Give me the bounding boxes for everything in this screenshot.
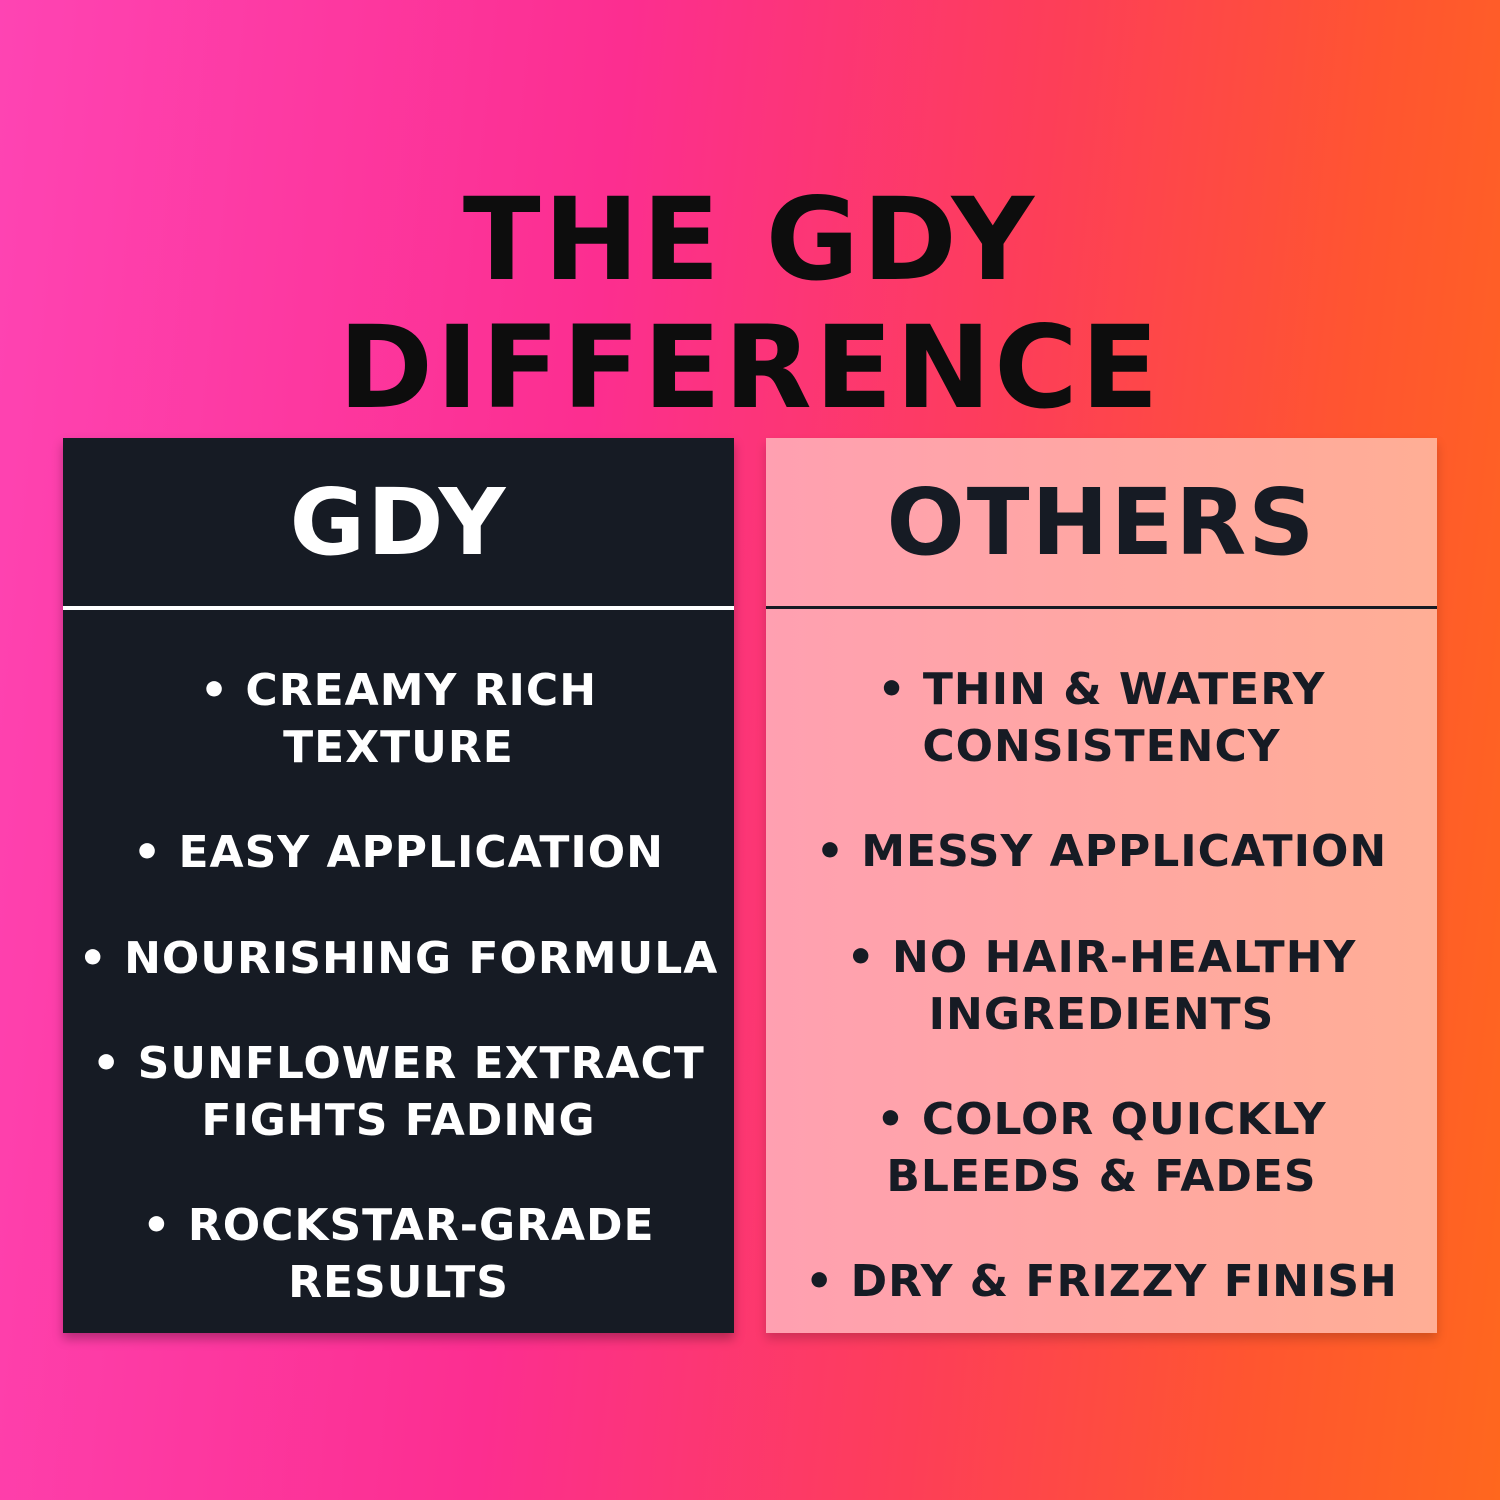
others-feature-list: • THIN & WATERY CONSISTENCY • MESSY APPL… [766,609,1437,1333]
feature-item-text: • THIN & WATERY CONSISTENCY [877,664,1326,773]
others-feature-item: • COLOR QUICKLY BLEEDS & FADES [876,1091,1326,1205]
feature-item-text: • NOURISHING FORMULA [78,932,719,984]
gdy-feature-list: • CREAMY RICH TEXTURE • EASY APPLICATION… [63,610,734,1333]
feature-item-text: • MESSY APPLICATION [815,826,1388,878]
others-card-heading: OTHERS [886,468,1317,576]
others-feature-item: • DRY & FRIZZY FINISH [805,1253,1398,1310]
others-heading-divider [766,606,1437,609]
feature-item-text: • CREAMY RICH TEXTURE [199,665,598,774]
others-feature-item: • THIN & WATERY CONSISTENCY [877,661,1325,775]
gdy-feature-item: • CREAMY RICH TEXTURE [200,662,597,776]
feature-item-text: • COLOR QUICKLY BLEEDS & FADES [876,1093,1327,1203]
feature-item-text: • NO HAIR-HEALTHY INGREDIENTS [846,931,1357,1040]
feature-item-text: • EASY APPLICATION [133,827,664,879]
others-feature-item: • MESSY APPLICATION [816,823,1387,880]
gdy-heading-divider [63,606,734,610]
gdy-feature-item: • SUNFLOWER EXTRACT FIGHTS FADING [92,1035,705,1149]
gdy-card-heading: GDY [289,468,508,576]
feature-item-text: • SUNFLOWER EXTRACT FIGHTS FADING [92,1037,705,1146]
comparison-cards: GDY • CREAMY RICH TEXTURE • EASY APPLICA… [63,438,1437,1333]
gdy-feature-item: • NOURISHING FORMULA [79,930,719,987]
gdy-feature-item: • ROCKSTAR-GRADE RESULTS [142,1197,654,1311]
page-title: THE GDY DIFFERENCE [338,173,1162,435]
others-feature-item: • NO HAIR-HEALTHY INGREDIENTS [847,929,1357,1043]
feature-item-text: • ROCKSTAR-GRADE RESULTS [142,1200,655,1309]
feature-item-text: • DRY & FRIZZY FINISH [805,1256,1398,1308]
others-card: OTHERS • THIN & WATERY CONSISTENCY • MES… [766,438,1437,1333]
gdy-feature-item: • EASY APPLICATION [133,824,664,881]
gdy-card: GDY • CREAMY RICH TEXTURE • EASY APPLICA… [63,438,734,1333]
